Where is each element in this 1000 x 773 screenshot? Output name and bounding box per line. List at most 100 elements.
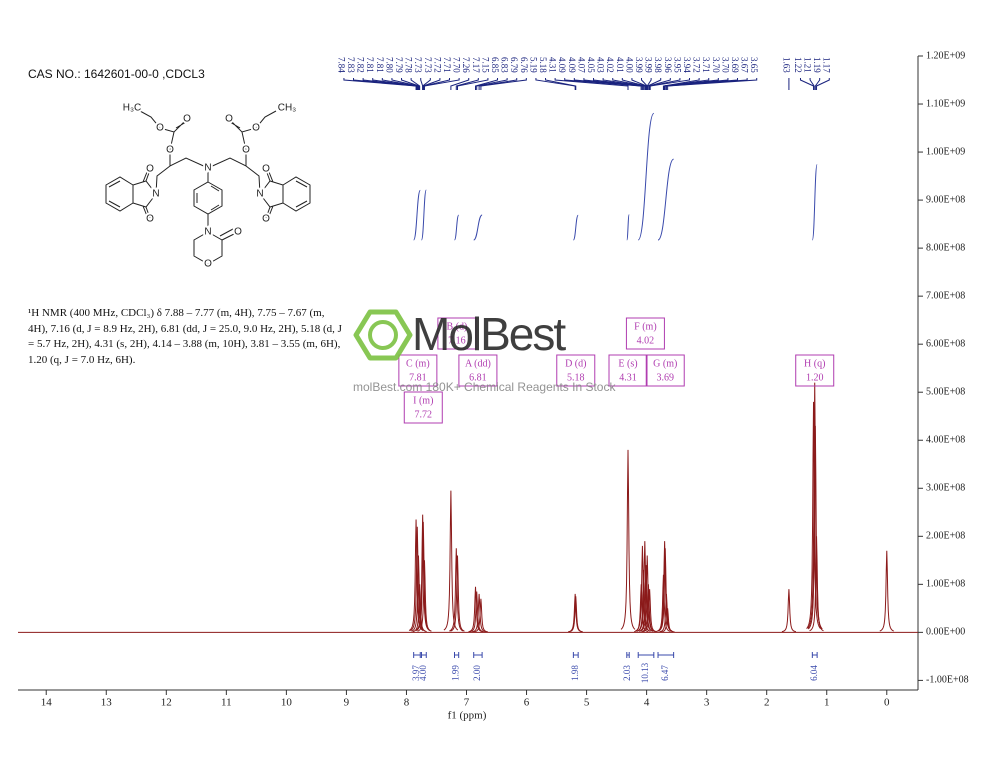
- peak-label: 7.78: [404, 57, 414, 73]
- peak-label: 3.67: [740, 57, 750, 73]
- multiplet-shift: 7.16: [448, 335, 466, 346]
- peak-leader: [647, 78, 662, 90]
- peak-label: 7.71: [442, 57, 452, 73]
- peak-label: 4.05: [586, 57, 596, 73]
- multiplet-name: B (d): [446, 321, 467, 332]
- peak-leader: [648, 78, 671, 90]
- atom-label: CH₃: [278, 103, 297, 114]
- peak-leader: [602, 78, 646, 90]
- integral-curve: [420, 189, 427, 241]
- peak: [417, 560, 432, 632]
- y-tick-label: 8.00E+08: [926, 242, 965, 253]
- peak-leader: [631, 78, 648, 90]
- peak-leader: [476, 78, 508, 90]
- peak-label: 4.09: [557, 57, 567, 73]
- peak-label: 6.85: [490, 57, 500, 73]
- peak-leader: [423, 78, 460, 90]
- peak: [469, 591, 484, 633]
- peak-label: 3.70: [711, 57, 721, 73]
- multiplet-name: I (m): [413, 395, 433, 406]
- peak: [641, 584, 656, 633]
- x-tick-label: 14: [41, 697, 53, 709]
- multiplet-box: [556, 354, 596, 387]
- multiplet-shift: 1.20: [806, 372, 824, 383]
- peak-leader: [612, 78, 646, 90]
- peak-label: 3.98: [653, 57, 663, 73]
- multiplet-box: [458, 354, 498, 387]
- integral-curve: [473, 214, 483, 241]
- integral-value: 3.97: [411, 665, 421, 681]
- peak: [449, 548, 464, 632]
- y-tick-label: 0.00E+00: [926, 627, 965, 638]
- structure: [105, 110, 311, 265]
- peak: [642, 589, 657, 633]
- peak-label: 7.73: [423, 57, 433, 73]
- multiplet-name: D (d): [565, 358, 586, 369]
- peak-leader: [422, 78, 431, 90]
- peak-label: 6.76: [519, 57, 529, 73]
- peak-leader: [593, 78, 645, 90]
- atom-label: O: [183, 114, 191, 125]
- peak-leader: [450, 78, 470, 90]
- multiplet-shift: 6.81: [469, 372, 487, 383]
- y-tick-label: 5.00E+08: [926, 387, 965, 398]
- x-tick-label: 7: [464, 697, 470, 709]
- structure-labels: H₃C O O O N O O N CH₃ O O O N O O N O O: [121, 101, 299, 272]
- y-tick-label: 2.00E+08: [926, 531, 965, 542]
- peak-leader: [809, 78, 815, 90]
- peak-label: 3.95: [672, 57, 682, 73]
- tagline: molBest.com 180K+ Chemical Reagents In S…: [353, 380, 616, 394]
- atom-label: O: [234, 227, 242, 238]
- multiplet-shift: 4.02: [637, 335, 655, 346]
- atom-label: O: [204, 259, 212, 270]
- peak-leader: [649, 78, 691, 90]
- logo-ring: [368, 320, 398, 350]
- atom-label: N: [256, 189, 263, 200]
- x-tick-label: 5: [584, 697, 590, 709]
- y-tick-label: 1.10E+09: [926, 98, 965, 109]
- integral-value: 1.98: [570, 665, 580, 681]
- peak: [473, 598, 488, 633]
- x-tick-label: 3: [704, 697, 710, 709]
- peak-label: 3.99: [644, 57, 654, 73]
- peak: [781, 589, 797, 633]
- integral-value: 2.00: [472, 665, 482, 681]
- peak-label: 4.09: [567, 57, 577, 73]
- atom-label: O: [252, 123, 260, 134]
- atom-label: H₃C: [123, 103, 142, 114]
- peak-label: 4.07: [576, 57, 586, 73]
- peak-leader: [646, 78, 652, 90]
- peak-label: 7.73: [413, 57, 423, 73]
- multiplet-name: C (m): [406, 358, 430, 369]
- x-tick-label: 13: [101, 697, 113, 709]
- atom-label: N: [204, 227, 211, 238]
- integral-curve: [626, 214, 630, 241]
- peak-leader: [401, 78, 420, 90]
- x-tick-label: 8: [404, 697, 410, 709]
- peak-label: 1.21: [803, 57, 813, 73]
- multiplet-shift: 7.72: [415, 409, 433, 420]
- integral-curve: [453, 214, 460, 241]
- peak-leader: [480, 78, 527, 90]
- peak-label: 7.72: [432, 57, 442, 73]
- peak-leader: [455, 78, 479, 90]
- peak-label: 7.83: [346, 57, 356, 73]
- y-tick-label: 9.00E+08: [926, 194, 965, 205]
- x-tick-label: 4: [644, 697, 650, 709]
- peak-leader: [362, 78, 418, 90]
- peak: [450, 555, 465, 632]
- peak-leader: [545, 78, 577, 90]
- peak-leader: [663, 78, 710, 90]
- peak-label: 4.02: [605, 57, 615, 73]
- y-tick-label: 1.00E+08: [926, 579, 965, 590]
- peak: [806, 401, 821, 629]
- integral-bracket: [453, 652, 460, 658]
- integral-curve: [811, 164, 818, 241]
- x-tick-label: 6: [524, 697, 530, 709]
- integral-value: 10.13: [640, 662, 650, 683]
- x-tick-label: 11: [221, 697, 232, 709]
- x-tick-label: 10: [281, 697, 293, 709]
- atom-label: N: [204, 163, 211, 174]
